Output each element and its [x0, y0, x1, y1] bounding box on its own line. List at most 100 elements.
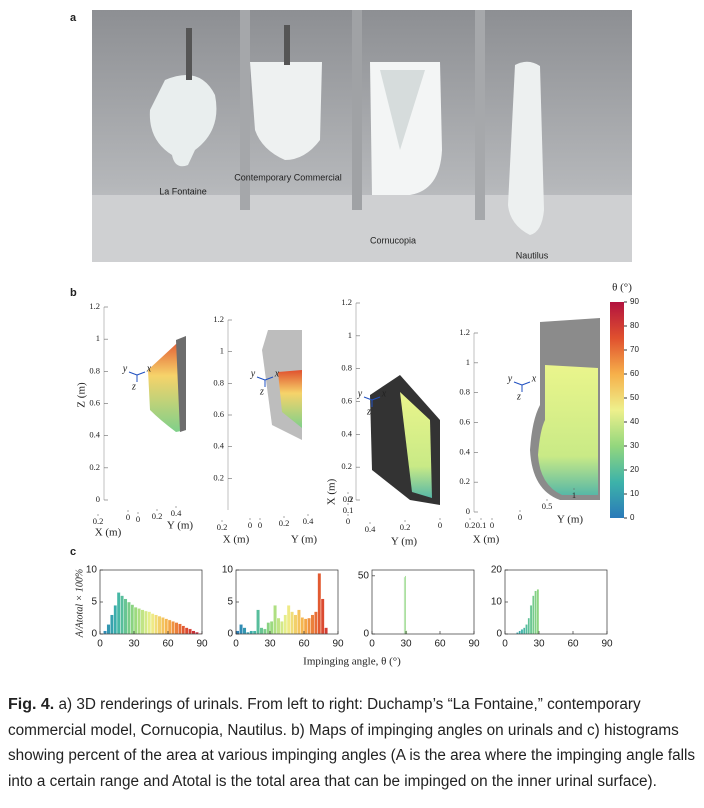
figure-graphic: a b c La Fontaine Contemporary Commercial Cor…	[70, 10, 639, 668]
x-tick-label: 60	[162, 639, 174, 650]
y-tick-label: 5	[91, 597, 97, 608]
z-tick-label: 0.6	[89, 397, 100, 407]
histogram-bar	[177, 623, 182, 635]
histogram-bar	[130, 604, 135, 635]
y-axis-label: A/Atotal × 100%	[74, 569, 85, 638]
x-tick-label: 90	[196, 639, 208, 650]
y-tick	[573, 488, 575, 490]
histogram-bar	[113, 605, 118, 635]
z-tick-label: 1.2	[213, 314, 224, 324]
y-tick-label: 0	[363, 629, 369, 640]
histogram-bar	[276, 617, 281, 635]
frame-label: x	[146, 363, 152, 374]
histogram-bar	[103, 630, 108, 635]
x-axis-label: X (m)	[326, 478, 338, 505]
histogram-bar	[242, 627, 247, 635]
y-tick-label: 0	[496, 629, 502, 640]
colorbar-tick-label: 70	[630, 345, 639, 354]
histogram-bar	[106, 624, 111, 635]
y-axis-label: Y (m)	[291, 534, 318, 546]
x-tick-label: 60	[298, 639, 310, 650]
x-tick-label: 60	[567, 639, 579, 650]
y-tick-label: 0	[258, 520, 262, 530]
y-tick-label: 0.2	[152, 511, 163, 521]
z-tick-label: 0.2	[341, 461, 352, 471]
rendering	[92, 10, 632, 262]
colorbar-tick-label: 40	[630, 417, 639, 426]
y-tick	[546, 499, 548, 501]
caption-label: Fig. 4.	[8, 696, 55, 713]
z-tick-label: 0.8	[89, 365, 100, 375]
y-tick	[439, 518, 441, 520]
x-tick-label: 0	[369, 639, 375, 650]
histogram-bar	[300, 617, 305, 635]
frame-arrow	[371, 396, 381, 401]
z-tick-label: 0	[466, 506, 470, 516]
x-tick	[347, 503, 349, 505]
x-tick	[249, 518, 251, 520]
frame-arrow	[521, 381, 531, 386]
z-tick-label: 0	[348, 494, 352, 504]
frame-label: z	[259, 386, 264, 397]
histogram-bar	[310, 614, 315, 635]
y-tick-label: 10	[491, 597, 503, 608]
histogram-bar	[290, 611, 294, 635]
z-tick-label: 0.4	[89, 430, 100, 440]
histogram-bar	[150, 613, 155, 635]
histogram-bar	[239, 624, 243, 635]
frame-arrow	[256, 376, 266, 381]
histogram-bar	[522, 627, 526, 635]
x-axis-label: X (m)	[473, 534, 500, 546]
z-tick-label: 0.8	[459, 387, 470, 397]
y-tick-label: 0.4	[303, 516, 314, 526]
x-axis-label: X (m)	[95, 527, 122, 539]
x-tick-label: 90	[332, 639, 344, 650]
z-tick-label: 0.4	[213, 441, 224, 451]
histogram-bar	[303, 618, 308, 635]
x-tick-label: 0	[502, 639, 508, 650]
panel-label: c	[70, 546, 76, 558]
z-tick-label: 0.2	[213, 472, 224, 482]
z-tick-label: 1	[96, 333, 100, 343]
axes-frame	[504, 569, 608, 635]
x-tick	[347, 492, 349, 494]
histogram-bar	[109, 614, 114, 635]
x-axis-label: X (m)	[223, 534, 250, 546]
x-tick-label: 0.2	[93, 516, 104, 526]
x-tick-label: 90	[468, 639, 480, 650]
object-label: Nautilus	[516, 250, 549, 260]
histogram-bar	[529, 605, 533, 635]
y-tick-label: 0.5	[542, 501, 553, 511]
histogram-bar	[534, 590, 537, 635]
y-tick-label: 0.4	[171, 508, 182, 518]
histogram-bar	[184, 627, 189, 635]
histogram-bar	[527, 617, 531, 635]
histogram-bar	[317, 573, 322, 635]
y-tick-label: 1	[572, 490, 576, 500]
y-tick-label: 10	[86, 565, 98, 576]
histogram-bar	[518, 630, 522, 635]
urinal-maps	[148, 318, 600, 505]
z-tick-label: 1	[220, 346, 224, 356]
histogram-bar	[174, 622, 179, 635]
x-tick-label: 30	[128, 639, 140, 650]
frame-label: z	[131, 381, 136, 392]
x-tick-label: 0	[248, 520, 252, 530]
histogram-bar	[404, 575, 407, 635]
histogram-bar	[320, 598, 325, 635]
x-tick	[221, 520, 223, 522]
y-tick	[175, 506, 177, 508]
z-tick-label: 1.2	[341, 297, 352, 307]
x-tick	[97, 514, 99, 516]
x-tick-label: 30	[264, 639, 276, 650]
panel-label: a	[70, 12, 77, 24]
histogram-bar	[293, 614, 298, 635]
y-tick-label: 0	[227, 629, 233, 640]
histogram-bar	[520, 629, 524, 635]
colorbar-tick-label: 10	[630, 489, 639, 498]
histogram-bar	[536, 589, 540, 635]
z-tick-label: 0.6	[459, 416, 470, 426]
y-tick	[307, 514, 309, 516]
x-tick	[347, 514, 349, 516]
frame-label: y	[122, 363, 128, 374]
